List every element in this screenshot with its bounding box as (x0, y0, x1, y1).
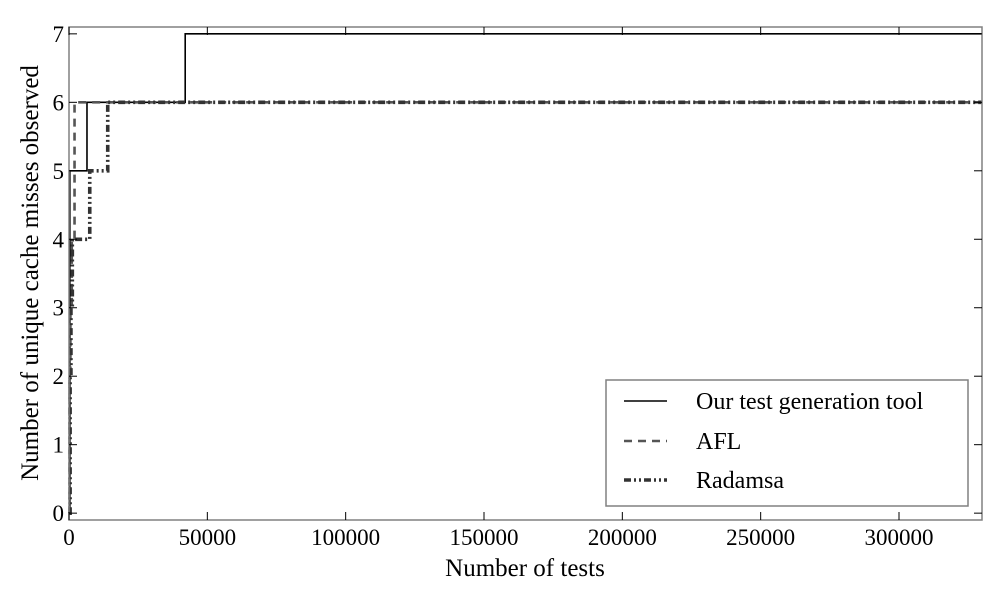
x-tick-label: 100000 (311, 525, 380, 550)
legend: Our test generation tool AFL Radamsa (605, 379, 969, 507)
x-tick-label: 200000 (588, 525, 657, 550)
x-axis-title: Number of tests (445, 555, 605, 582)
x-tick-label: 150000 (450, 525, 519, 550)
series-line-radamsa (68, 100, 982, 515)
series-layer (68, 33, 982, 515)
legend-label-our-tool: Our test generation tool (696, 389, 924, 415)
legend-label-afl: AFL (696, 429, 741, 455)
y-tick-label: 4 (53, 227, 65, 252)
y-tick-label: 6 (53, 90, 65, 115)
x-tick-label: 0 (63, 525, 75, 550)
y-tick-label: 5 (53, 159, 65, 184)
y-tick-label: 7 (53, 22, 65, 47)
x-tick-label: 300000 (865, 525, 934, 550)
tick-layer: 0 50000 100000 150000 200000 250000 300000 0 1 2 3… (53, 22, 982, 550)
plot-frame (68, 26, 983, 521)
y-axis-title: Number of unique cache misses observed (17, 65, 44, 481)
legend-label-radamsa: Radamsa (696, 468, 784, 494)
y-tick-label: 0 (53, 501, 65, 526)
x-tick-label: 250000 (726, 525, 795, 550)
y-tick-label: 3 (53, 296, 65, 321)
x-tick-label: 50000 (179, 525, 237, 550)
y-tick-label: 1 (53, 433, 65, 458)
y-tick-label: 2 (53, 364, 65, 389)
